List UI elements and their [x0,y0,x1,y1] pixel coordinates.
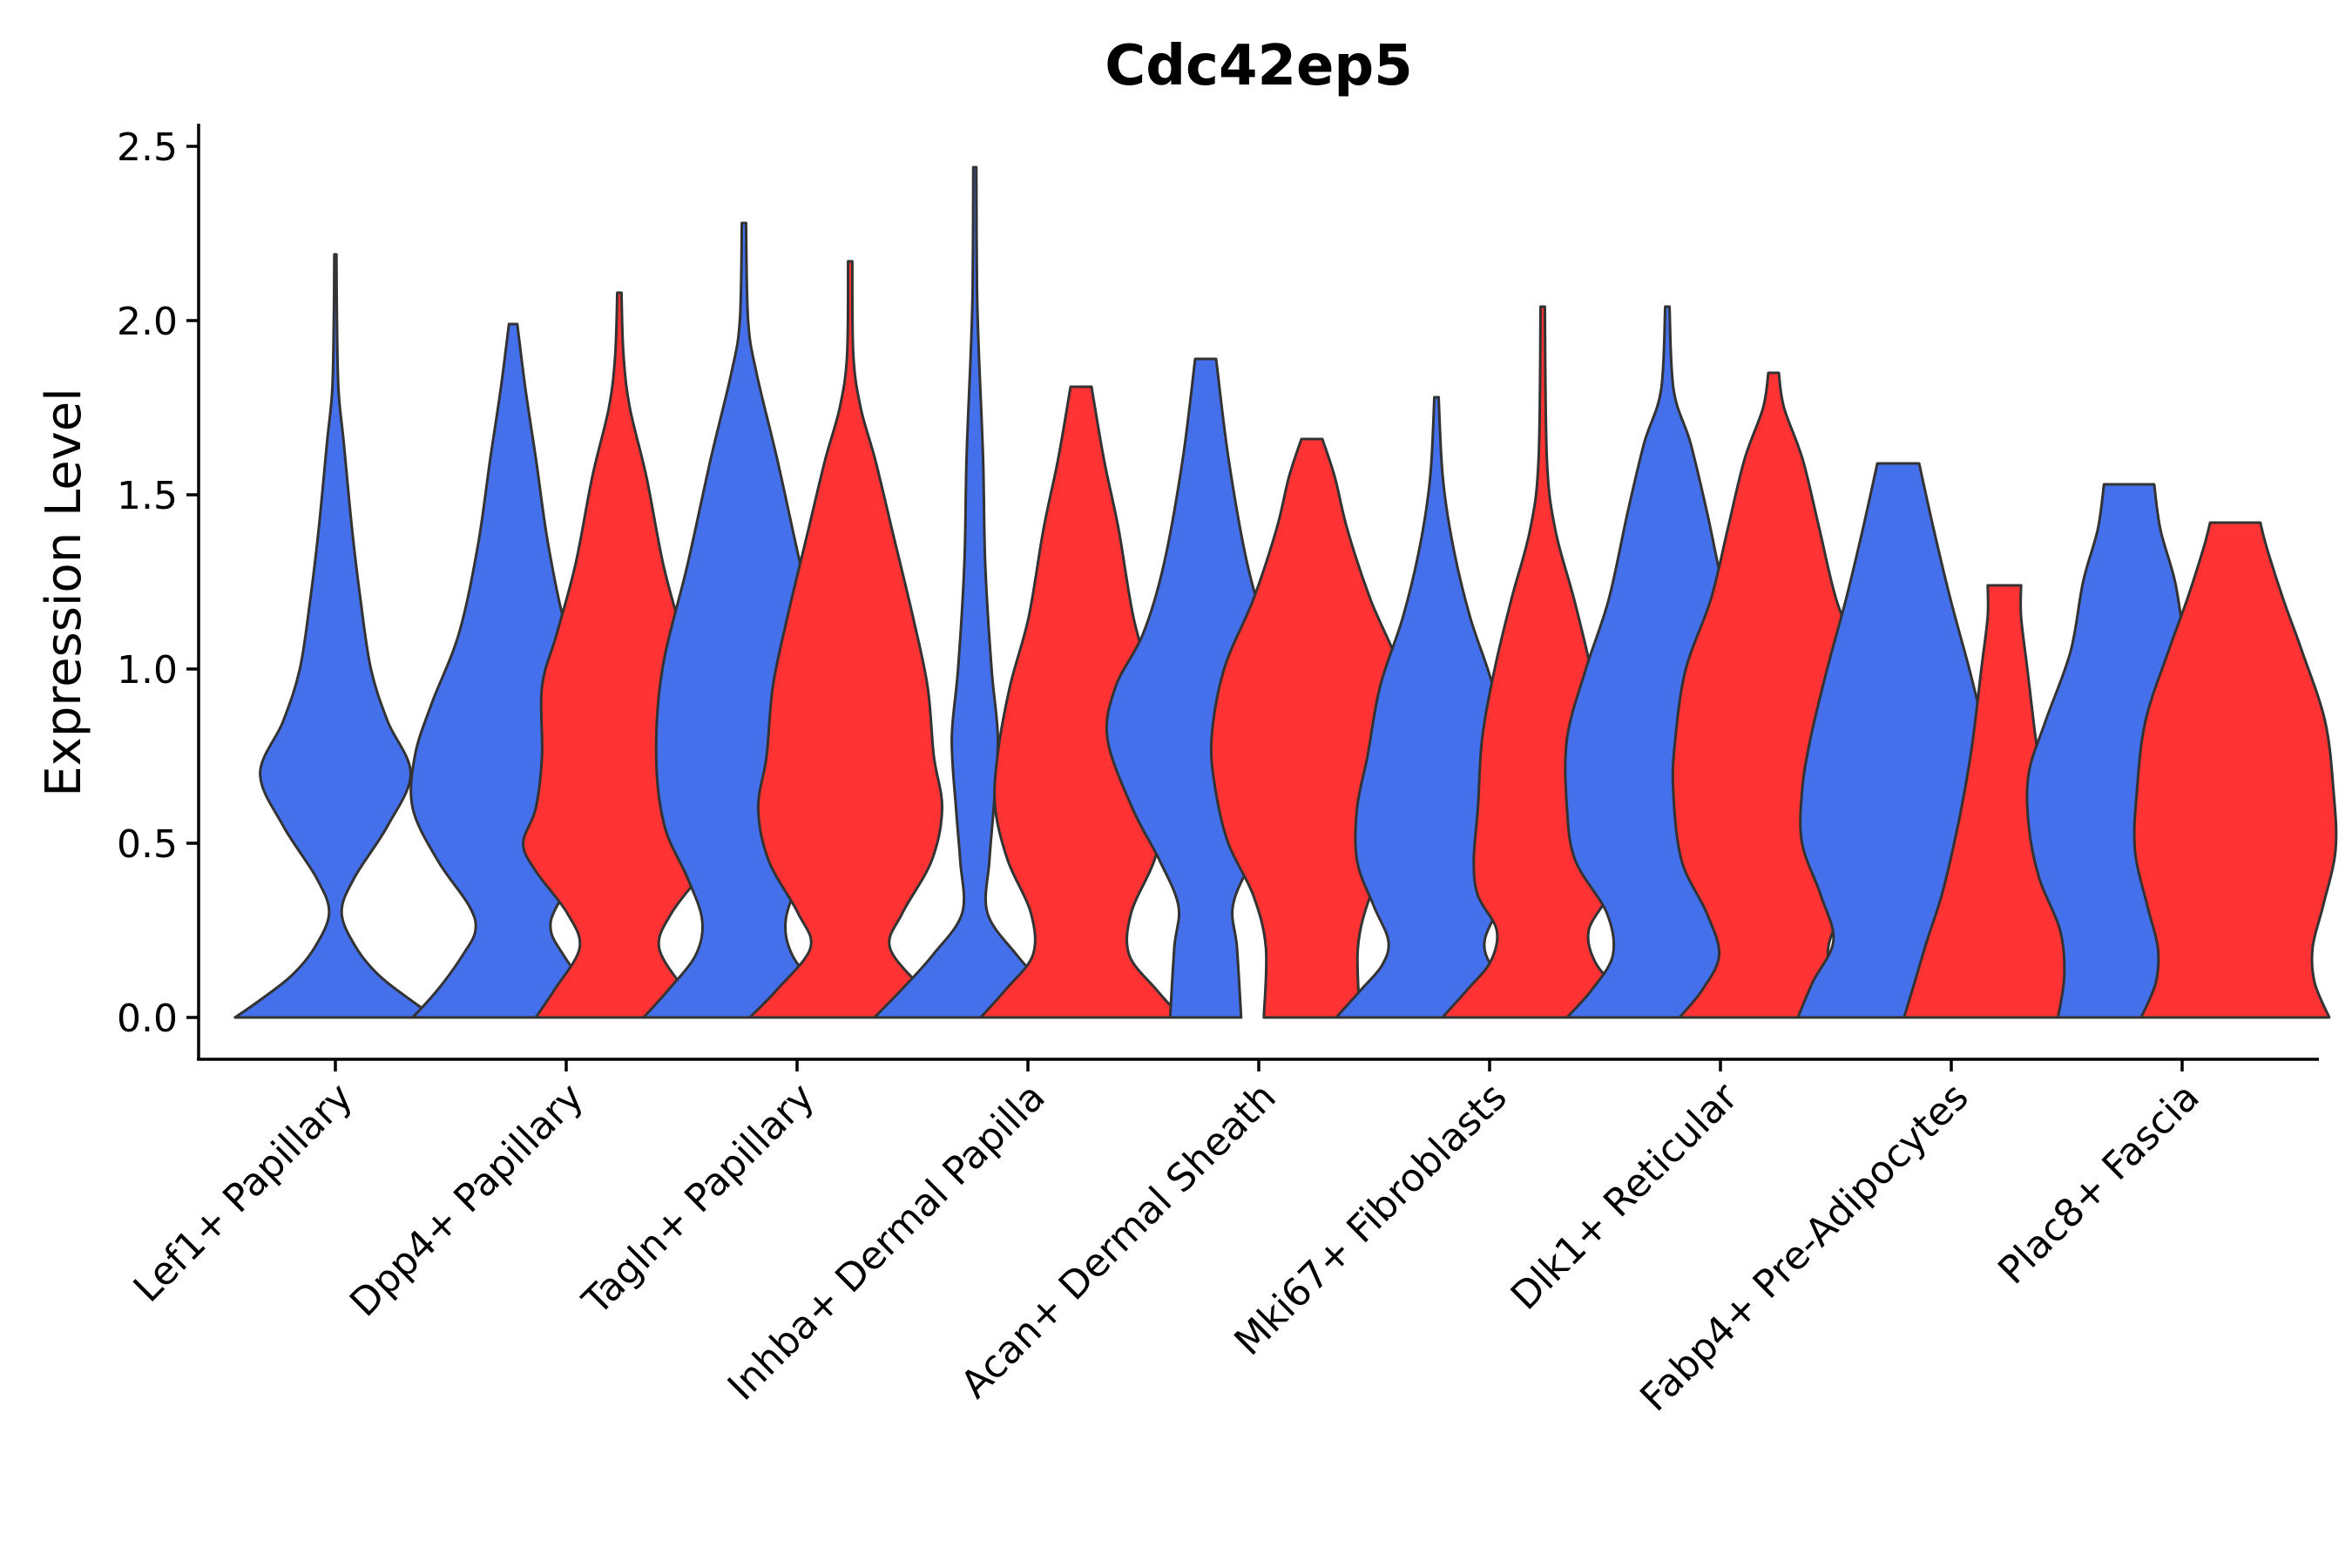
chart-title: Cdc42ep5 [1105,34,1413,98]
x-tick-label: Tagln+ Papillary [574,1075,823,1324]
y-tick-label: 1.5 [117,474,178,518]
x-tick-label: Dlk1+ Reticular [1503,1074,1747,1319]
y-ticks: 0.0 0.5 1.0 1.5 2.0 2.5 [117,125,199,1041]
y-axis-label: Expression Level [36,388,92,797]
violin-group1-3 [873,166,1077,1019]
y-tick-label: 2.5 [117,125,178,170]
violins [233,166,2338,1019]
y-tick-label: 0.0 [117,997,178,1041]
x-tick-label: Dpp4+ Papillary [341,1075,592,1326]
x-tick-label: Plac8+ Fascia [1990,1075,2208,1294]
violin-group2-3 [979,385,1183,1019]
y-tick-label: 2.0 [117,300,178,344]
x-tick-label: Lef1+ Papillary [125,1075,362,1311]
y-tick-label: 1.0 [117,648,178,693]
violin-group1-0 [233,253,437,1019]
y-tick-label: 0.5 [117,822,178,867]
violin-group2-8 [2132,521,2338,1019]
violin-group2-2 [748,260,952,1019]
